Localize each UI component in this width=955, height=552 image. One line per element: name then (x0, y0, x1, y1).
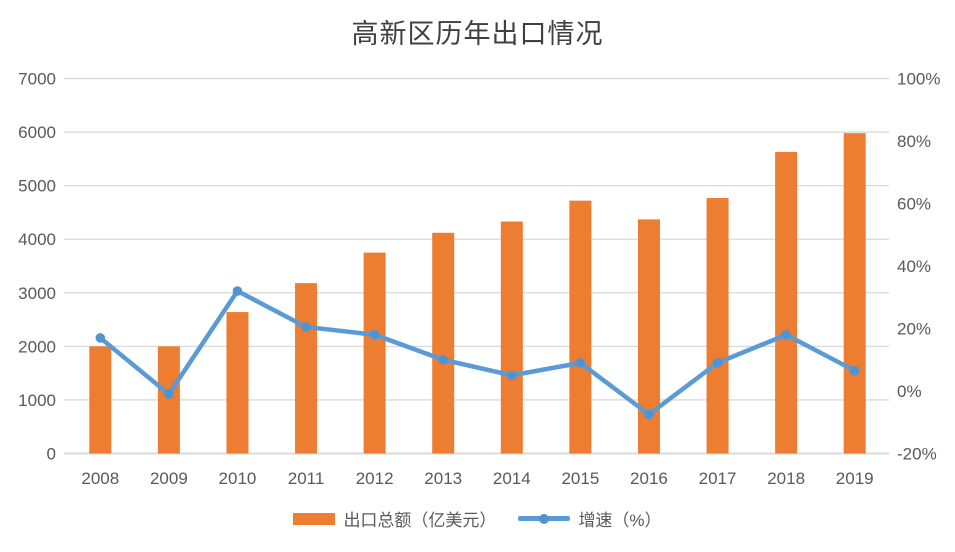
right-axis-tick-label: 40% (897, 257, 931, 276)
growth-line-marker (712, 358, 723, 368)
export-bar (295, 283, 318, 454)
combo-chart-plot: 0 1000 2000 3000 4000 5000 6000 7000 -20% 0% 20% 40… (18, 70, 940, 489)
x-axis-label: 2016 (630, 469, 668, 488)
x-axis-label: 2009 (150, 469, 188, 488)
x-axis-label: 2014 (493, 469, 531, 488)
growth-line-marker (575, 358, 586, 368)
growth-line (98, 288, 857, 417)
right-axis-tick-label: 80% (897, 132, 931, 151)
bar-series-label: 出口总额（亿美元） (343, 511, 497, 530)
export-bar (569, 200, 592, 454)
right-axis-tick-label: 100% (897, 70, 940, 89)
export-bar (157, 346, 180, 454)
left-axis-tick-label: 1000 (18, 391, 56, 410)
left-axis-tick-label: 6000 (18, 123, 56, 142)
x-axis-label: 2012 (356, 469, 394, 488)
line-series-label: 增速（%） (578, 511, 662, 530)
x-axis-label: 2013 (424, 469, 462, 488)
x-axis-label: 2017 (699, 469, 737, 488)
chart-legend: 出口总额（亿美元） 增速（%） (0, 506, 955, 531)
right-axis-tick-label: 20% (897, 320, 931, 339)
x-axis-label: 2018 (767, 469, 805, 488)
legend-item-growth: 增速（%） (518, 506, 662, 531)
left-axis-tick-label: 3000 (18, 284, 56, 303)
growth-line-marker (506, 370, 517, 381)
x-axis-label: 2010 (219, 469, 257, 488)
growth-line-marker (301, 322, 311, 332)
growth-line-marker (644, 409, 654, 420)
growth-line-marker (232, 286, 243, 296)
right-axis-tick-label: -20% (897, 445, 937, 464)
x-axis-label: 2015 (561, 469, 599, 488)
left-axis-tick-label: 2000 (18, 337, 56, 356)
x-axis-label: 2011 (288, 469, 325, 488)
right-axis-tick-label: 60% (897, 195, 931, 214)
left-axis-tick-label: 5000 (18, 177, 56, 196)
right-axis-tick-label: 0% (897, 382, 922, 401)
export-bar (500, 221, 523, 454)
export-bar (89, 346, 112, 454)
growth-line-marker (849, 365, 860, 376)
growth-line-marker (95, 333, 106, 343)
left-axis-tick-label: 0 (47, 445, 56, 464)
x-axis-label: 2008 (81, 469, 119, 488)
growth-line-marker (438, 354, 449, 365)
left-axis-tick-label: 4000 (18, 230, 56, 249)
export-bar (775, 151, 798, 454)
chart-title: 高新区历年出口情况 (351, 19, 604, 49)
line-series-marker-icon (539, 513, 550, 524)
export-bar (226, 312, 249, 454)
export-bar (706, 197, 729, 454)
legend-item-export: 出口总额（亿美元） (293, 506, 496, 531)
export-bar (363, 252, 386, 454)
growth-line-marker (164, 389, 174, 399)
x-axis-label: 2019 (836, 469, 874, 488)
growth-line-marker (369, 329, 380, 340)
export-bar (432, 232, 455, 454)
export-bar (843, 133, 866, 454)
export-bar (637, 219, 660, 454)
line-series-swatch-icon (518, 513, 571, 524)
bar-series-swatch-icon (293, 512, 336, 525)
growth-line-marker (781, 329, 791, 340)
left-axis-tick-label: 7000 (18, 70, 56, 89)
